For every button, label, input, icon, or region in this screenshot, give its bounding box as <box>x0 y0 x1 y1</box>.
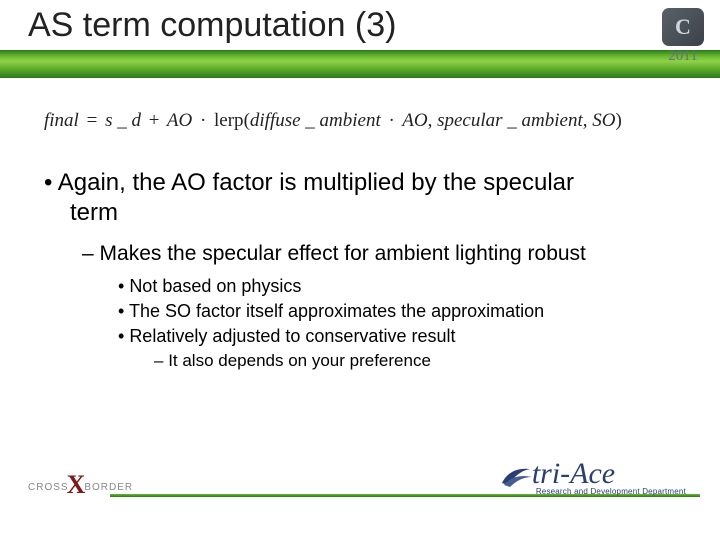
cross-x-icon: X <box>67 480 87 490</box>
slide-title: AS term computation (3) <box>0 0 720 45</box>
bullet-l1: Again, the AO factor is multiplied by th… <box>44 168 680 228</box>
formula-lhs: final <box>44 110 79 131</box>
cedec-logo-box: C <box>662 8 704 46</box>
cross-right: BORDER <box>84 482 133 493</box>
formula-sd: s _ d <box>105 110 141 131</box>
formula-dot2: · <box>386 110 398 131</box>
bullet-l3a: Not based on physics <box>44 276 680 297</box>
header-bar <box>0 50 720 78</box>
crossborder-logo: CROSSXBORDER <box>28 482 133 493</box>
bullet-l1-line1: Again, the AO factor is multiplied by th… <box>58 169 574 196</box>
cedec-logo: C 2011 <box>662 8 704 65</box>
bullet-list: Again, the AO factor is multiplied by th… <box>44 168 680 371</box>
formula-arg1b: AO <box>402 110 427 131</box>
bullet-l4: It also depends on your preference <box>44 351 680 371</box>
slide-footer: CROSSXBORDER tri-Ace Research and Develo… <box>0 466 720 522</box>
cross-left: CROSS <box>28 482 69 493</box>
triace-logo: tri-Ace Research and Development Departm… <box>500 460 686 496</box>
bullet-l2: Makes the specular effect for ambient li… <box>44 242 680 266</box>
bullet-l1-line2: term <box>44 198 680 228</box>
formula-func: lerp <box>214 110 244 131</box>
formula-eq: = <box>84 110 101 131</box>
formula-dot: · <box>197 110 209 131</box>
bullet-l3c: Relatively adjusted to conservative resu… <box>44 326 680 347</box>
cedec-logo-char: C <box>675 14 691 40</box>
triace-swoosh-icon <box>500 463 534 489</box>
formula-arg1a: diffuse _ ambient <box>250 110 381 131</box>
slide-content: final = s _ d + AO · lerp(diffuse _ ambi… <box>0 80 720 371</box>
formula-arg2: specular _ ambient <box>437 110 583 131</box>
formula-arg3: SO <box>592 110 615 131</box>
triace-text: tri-Ace <box>532 457 615 490</box>
cedec-logo-year: 2011 <box>662 48 704 65</box>
formula-plus: + <box>146 110 163 131</box>
bullet-l3b: The SO factor itself approximates the ap… <box>44 301 680 322</box>
slide-header: AS term computation (3) C 2011 <box>0 0 720 80</box>
triace-main: tri-Ace <box>500 460 686 489</box>
formula-ao: AO <box>167 110 192 131</box>
formula: final = s _ d + AO · lerp(diffuse _ ambi… <box>44 110 680 132</box>
